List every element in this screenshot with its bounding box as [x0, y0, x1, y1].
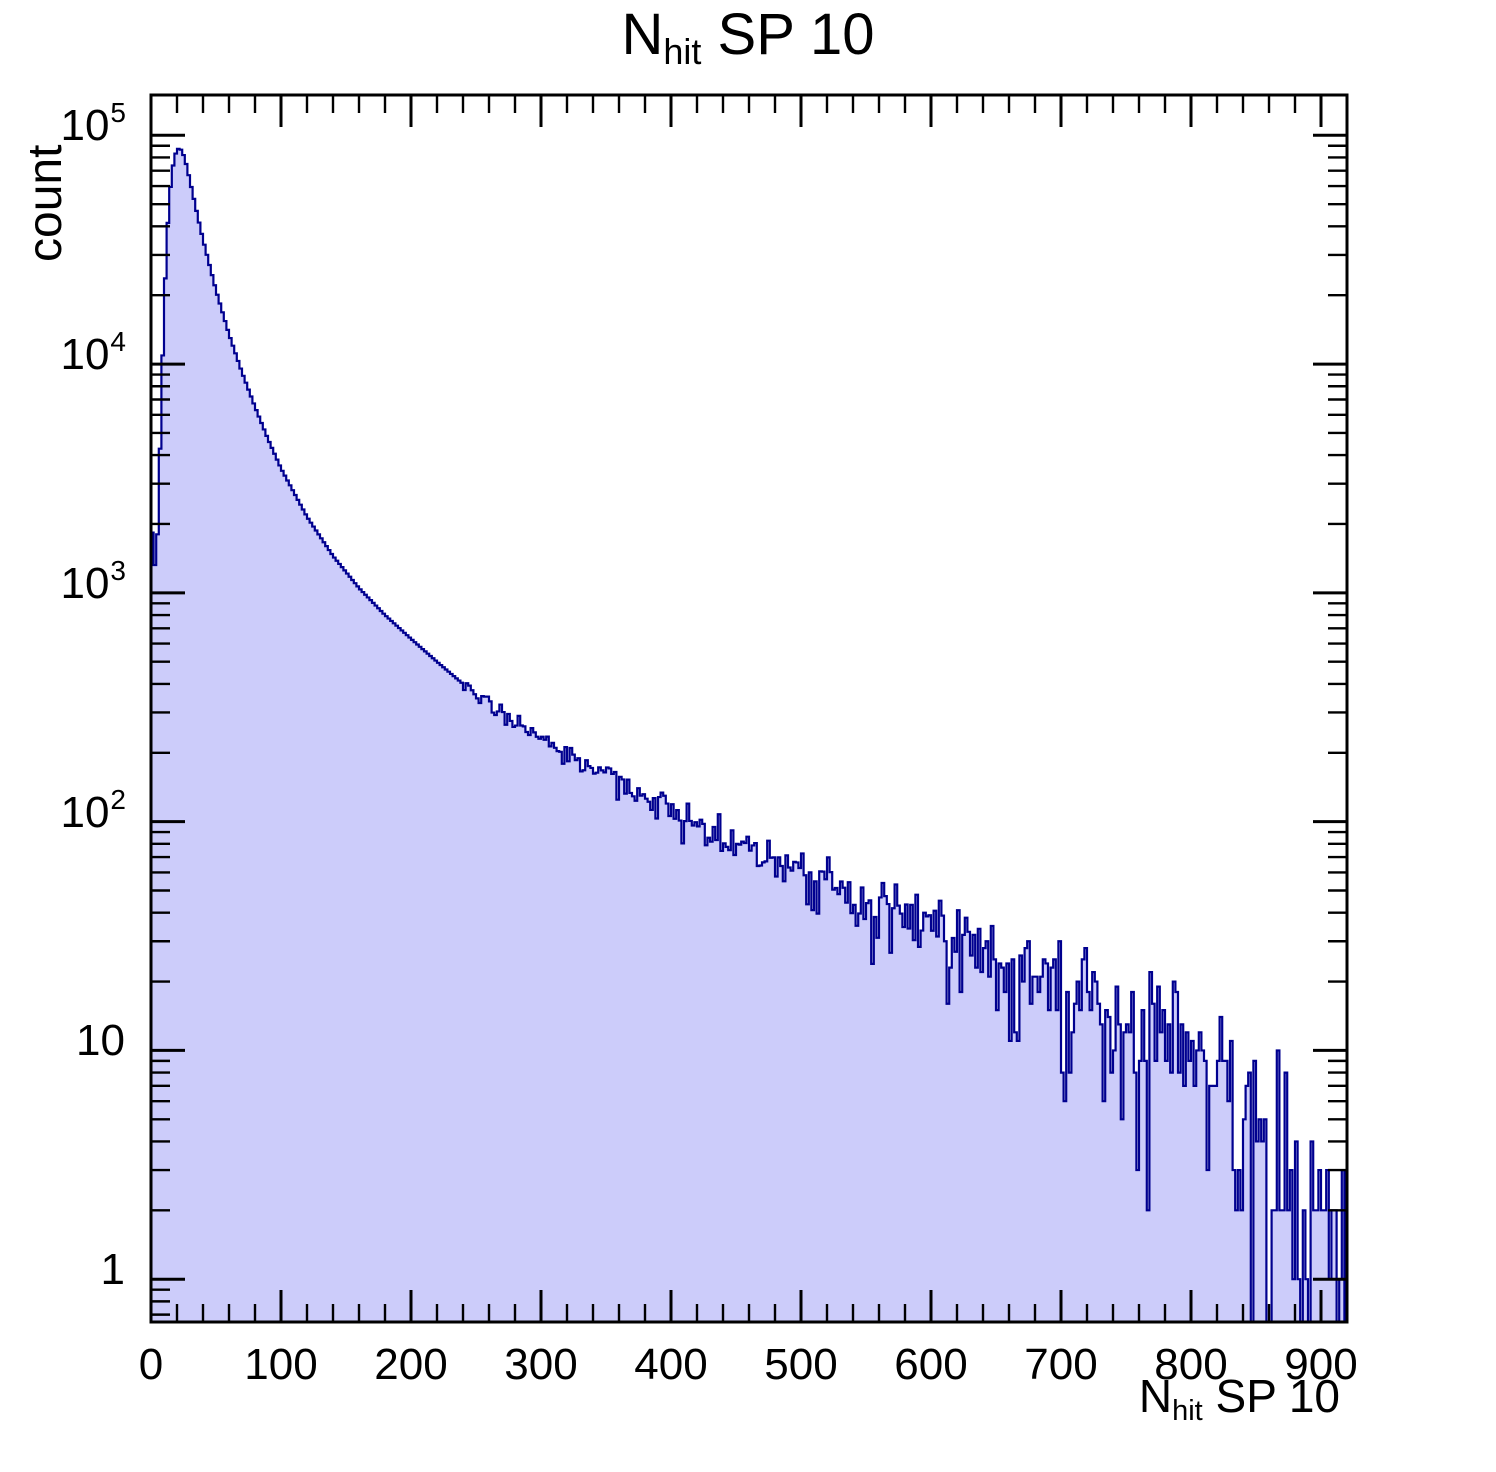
xlabel-subscript: hit [1172, 1395, 1203, 1427]
histogram-bars [151, 147, 1347, 1322]
page-title: Nhit SP 10 [0, 6, 1496, 70]
x-tick-label-2: 200 [374, 1340, 448, 1389]
histogram-series [151, 147, 1347, 1322]
x-tick-label-7: 700 [1024, 1340, 1098, 1389]
y-tick-label-5: 105 [60, 97, 126, 151]
y-tick-label-0: 1 [100, 1245, 125, 1295]
title-rest: SP 10 [701, 2, 875, 67]
xlabel-base: N [1138, 1370, 1173, 1422]
title-base: N [621, 2, 664, 67]
x-tick-label-3: 300 [504, 1340, 578, 1389]
x-axis-title: Nhit SP 10 [900, 1369, 1341, 1427]
x-tick-label-4: 400 [634, 1340, 708, 1389]
y-tick-label-1: 10 [76, 1016, 125, 1066]
x-tick-label-6: 600 [894, 1340, 968, 1389]
y-tick-label-4: 104 [60, 326, 126, 380]
x-tick-label-0: 0 [138, 1340, 164, 1389]
y-tick-label-2: 102 [60, 783, 126, 837]
xlabel-rest: SP 10 [1202, 1370, 1341, 1422]
y-tick-label-3: 103 [60, 554, 126, 608]
title-subscript: hit [663, 31, 702, 72]
x-tick-label-1: 100 [244, 1340, 318, 1389]
x-tick-label-8: 800 [1154, 1340, 1228, 1389]
x-tick-label-5: 500 [764, 1340, 838, 1389]
x-tick-label-9: 900 [1284, 1340, 1358, 1389]
